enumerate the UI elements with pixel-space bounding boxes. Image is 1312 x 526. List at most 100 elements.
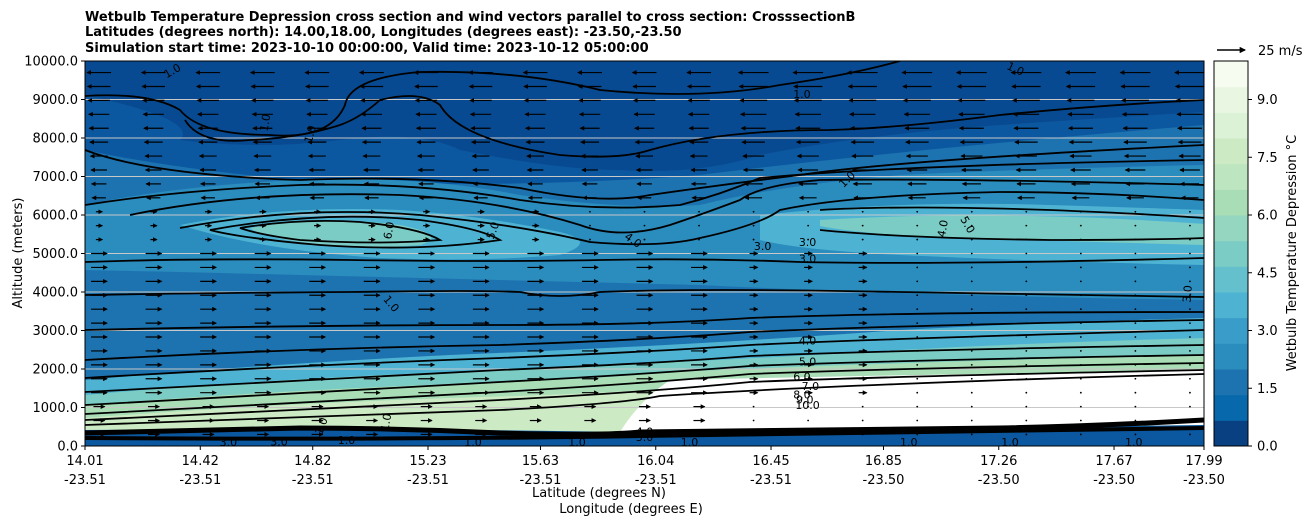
- wind-vector-dot: [1189, 350, 1191, 352]
- wind-vector-dot: [1079, 266, 1082, 269]
- wind-vector-dot: [1025, 322, 1028, 324]
- y-tick-label: 6000.0: [33, 209, 79, 224]
- wind-vector-dot: [1134, 350, 1137, 352]
- wind-vector-dot: [698, 210, 700, 213]
- wind-vector-dot: [1079, 280, 1082, 283]
- wind-vector-dot: [916, 363, 919, 366]
- wind-vector-dot: [1025, 391, 1028, 394]
- colorbar-swatch: [1214, 138, 1248, 165]
- wind-vector-dot: [1079, 322, 1082, 324]
- wind-vector-dot: [916, 350, 919, 352]
- contour-4: [85, 319, 1204, 361]
- colorbar-swatch: [1214, 61, 1248, 88]
- y-axis-label: Altitude (meters): [11, 198, 26, 309]
- wind-vector-dot: [916, 266, 919, 269]
- wind-vector-dot: [1189, 363, 1191, 366]
- colorbar-swatch: [1214, 343, 1248, 370]
- wind-vector-dot: [1134, 294, 1137, 297]
- wind-vector-dot: [1079, 419, 1082, 422]
- y-tick-label: 8000.0: [33, 132, 79, 147]
- wind-vector-dot: [1079, 224, 1082, 227]
- contour-label: 6.0: [381, 221, 397, 240]
- wind-vector-dot: [916, 252, 919, 255]
- contour-label: 1.0: [1125, 436, 1143, 449]
- y-tick-label: 9000.0: [33, 93, 79, 108]
- colorbar-swatch: [1214, 215, 1248, 242]
- wind-vector-dot: [752, 419, 755, 422]
- contour-3: [85, 159, 1204, 209]
- wind-vector-dot: [807, 210, 810, 213]
- wind-vector-dot: [970, 405, 973, 408]
- wind-vector-dot: [807, 224, 810, 227]
- colorbar-swatch: [1214, 240, 1248, 267]
- wind-vector-dot: [861, 210, 864, 213]
- wind-vector-dot: [1025, 336, 1028, 338]
- x-tick-label-lon: -23.50: [1093, 473, 1135, 488]
- wind-vector-dot: [861, 238, 864, 241]
- x-tick-label-lat: 14.42: [182, 454, 219, 469]
- x-tick-label-lat: 16.85: [865, 454, 902, 469]
- contour-9: [85, 369, 1204, 421]
- wind-vector-dot: [970, 308, 973, 311]
- wind-vector-dot: [970, 280, 973, 283]
- contour-label: 3.0: [636, 431, 654, 444]
- wind-vector-dot: [1134, 391, 1137, 394]
- contour-label: 1.0: [568, 436, 586, 449]
- wind-vector-dot: [970, 210, 973, 213]
- wind-vector-dot: [916, 405, 919, 408]
- wind-vector-dot: [1189, 405, 1191, 408]
- colorbar-swatch: [1214, 86, 1248, 113]
- contour-6-loop: [239, 219, 443, 244]
- wind-vector-dot: [752, 224, 755, 227]
- wind-vector-dot: [1189, 280, 1191, 283]
- wind-vector-dot: [970, 377, 973, 380]
- colorbar-swatch: [1214, 317, 1248, 344]
- wind-vector-dot: [1134, 252, 1137, 255]
- wind-vector-dot: [1025, 377, 1028, 380]
- x-tick-label-lat: 17.99: [1185, 454, 1222, 469]
- x-tick-label-lat: 15.63: [522, 454, 559, 469]
- colorbar-swatch: [1214, 369, 1248, 396]
- wind-vector-dot: [1189, 294, 1191, 297]
- wind-vector-dot: [1025, 350, 1028, 352]
- contour-label: 3.0: [754, 240, 772, 253]
- contour-label: 4.0: [636, 425, 654, 438]
- wind-vector-dot: [807, 433, 810, 436]
- x-tick-label-lat: 17.67: [1095, 454, 1132, 469]
- wind-vector-dot: [916, 391, 919, 394]
- colorbar-tick-label: 7.5: [1257, 151, 1278, 166]
- contour-label: 1.0: [681, 436, 699, 449]
- wind-vector-dot: [861, 419, 864, 422]
- wind-vectors: [86, 70, 1204, 437]
- contour-label: 5.0: [799, 355, 817, 368]
- contour-label: 5.0: [484, 220, 502, 241]
- x-tick-label-lon: -23.51: [64, 473, 106, 488]
- x-tick-label-lat: 17.26: [980, 454, 1017, 469]
- y-tick-label: 3000.0: [33, 324, 79, 339]
- wind-vector-dot: [916, 210, 919, 213]
- contour-2: [85, 144, 1204, 200]
- wind-vector-dot: [1079, 433, 1082, 436]
- wind-vector-dot: [916, 238, 919, 241]
- colorbar-tick-label: 6.0: [1257, 209, 1278, 224]
- x-tick-label-lon: -23.51: [635, 473, 677, 488]
- contour-5-right-upper: [819, 206, 1204, 219]
- wind-vector-dot: [861, 224, 864, 227]
- wind-vector-dot: [1134, 433, 1137, 436]
- contour-label: 1.0: [793, 88, 811, 101]
- wind-vector-dot: [752, 210, 755, 213]
- wind-vector-dot: [1079, 405, 1082, 408]
- contour-2-low: [85, 289, 1204, 298]
- y-tick-label: 2000.0: [33, 363, 79, 378]
- contour-label: 3.0: [799, 253, 817, 266]
- wind-vector-dot: [970, 336, 973, 338]
- colorbar-swatch: [1214, 394, 1248, 421]
- wind-vector-dot: [1189, 210, 1191, 213]
- wind-vector-dot: [643, 238, 646, 241]
- wind-vector-dot: [916, 308, 919, 311]
- wind-vector-dot: [1134, 238, 1137, 241]
- contour-label: 3.0: [220, 436, 238, 449]
- contour-label: 1.0: [338, 434, 356, 447]
- y-tick-label: 5000.0: [33, 247, 79, 262]
- wind-vector-dot: [1134, 377, 1137, 380]
